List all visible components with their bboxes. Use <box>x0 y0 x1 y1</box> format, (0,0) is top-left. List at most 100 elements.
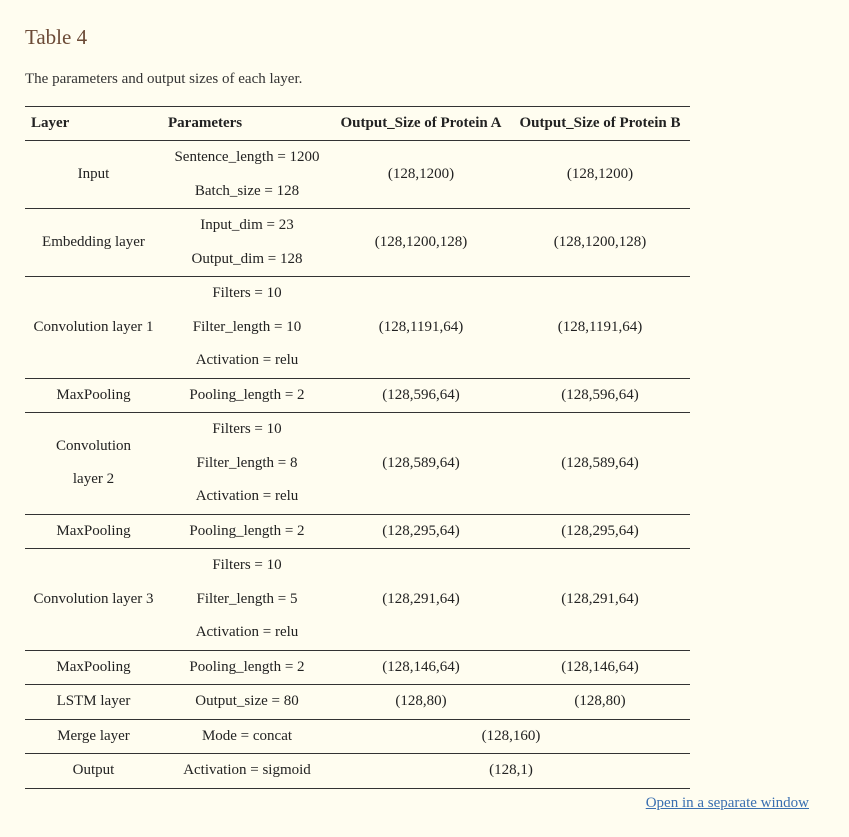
cell-output-b: (128,1200) <box>510 141 690 209</box>
cell-parameters-line: Filter_length = 5 <box>196 590 298 607</box>
table-row: MaxPooling Pooling_length = 2 (128,596,64)… <box>25 378 690 413</box>
cell-output-a: (128,596,64) <box>332 378 510 413</box>
cell-output-merged: (128,160) <box>332 719 690 754</box>
cell-layer-line: Merge layer <box>57 727 130 744</box>
table-row: MaxPooling Pooling_length = 2 (128,146,64)… <box>25 650 690 685</box>
cell-layer-line: LSTM layer <box>56 693 131 709</box>
cell-parameters: Filters = 10 Filter_length = 10 Activation… <box>162 277 332 379</box>
cell-layer-line: Convolution layer 3 <box>33 590 154 607</box>
cell-parameters-line: Mode = concat <box>201 727 293 744</box>
cell-parameters: Filters = 10 Filter_length = 8 Activation … <box>162 413 332 515</box>
table-row: Merge layer Mode = concat (128,160) <box>25 719 690 754</box>
cell-layer: Convolution layer 2 <box>25 413 162 515</box>
cell-output-a: (128,80) <box>332 685 510 720</box>
cell-output-merged-value: (128,1) <box>489 762 533 778</box>
cell-parameters-line: Input_dim = 23 <box>200 217 294 233</box>
cell-output-b-value: (128,291,64) <box>561 590 639 607</box>
cell-output-a: (128,291,64) <box>332 549 510 651</box>
open-in-separate-window-link[interactable]: Open in a separate window <box>645 795 809 811</box>
cell-output-a: (128,589,64) <box>332 413 510 515</box>
cell-parameters-line: Activation = relu <box>195 624 299 640</box>
cell-output-a-value: (128,80) <box>395 693 447 709</box>
cell-layer-line: Embedding layer <box>42 233 145 250</box>
cell-layer: Convolution layer 1 <box>25 277 162 379</box>
cell-output-a-value: (128,1200) <box>387 165 455 182</box>
cell-output-a-value: (128,1191,64) <box>378 318 464 335</box>
cell-output-a: (128,146,64) <box>332 650 510 685</box>
cell-layer: Convolution layer 3 <box>25 549 162 651</box>
cell-output-b: (128,80) <box>510 685 690 720</box>
cell-parameters: Mode = concat <box>162 719 332 754</box>
cell-parameters: Input_dim = 23 Output_dim = 128 <box>162 209 332 277</box>
cell-output-b: (128,596,64) <box>510 378 690 413</box>
table-row: Input Sentence_length = 1200 Batch_size = … <box>25 141 690 209</box>
table-row: Convolution layer 3 Filters = 10 Filter_le… <box>25 549 690 651</box>
header-layer: Layer <box>25 106 162 141</box>
table-row: LSTM layer Output_size = 80 (128,80) (128,8… <box>25 685 690 720</box>
cell-layer-line: MaxPooling <box>56 386 131 403</box>
cell-output-b: (128,589,64) <box>510 413 690 515</box>
cell-parameters: Pooling_length = 2 <box>162 378 332 413</box>
table-header-row: Layer Parameters Output_Size of Protein … <box>25 106 690 141</box>
table-row: Convolution layer 1 Filters = 10 Filter_le… <box>25 277 690 379</box>
cell-parameters-line: Filters = 10 <box>212 285 282 301</box>
table-row: MaxPooling Pooling_length = 2 (128,295,64)… <box>25 514 690 549</box>
cell-parameters: Pooling_length = 2 <box>162 514 332 549</box>
cell-parameters-line: Pooling_length = 2 <box>189 522 305 539</box>
table-row: Convolution layer 2 Filters = 10 Filter_len… <box>25 413 690 515</box>
cell-parameters-line: Activation = relu <box>195 488 299 504</box>
cell-output-b-value: (128,589,64) <box>561 454 639 471</box>
cell-output-b-value: (128,295,64) <box>561 522 639 539</box>
cell-layer-line: MaxPooling <box>56 658 131 675</box>
cell-parameters-line: Filters = 10 <box>212 421 282 437</box>
cell-output-a-value: (128,596,64) <box>382 386 460 403</box>
cell-parameters-line: Filters = 10 <box>212 557 282 573</box>
cell-output-a-value: (128,295,64) <box>382 522 460 539</box>
cell-layer-line: Convolution <box>55 437 131 454</box>
table-row: Embedding layer Input_dim = 23 Output_dim … <box>25 209 690 277</box>
cell-output-a: (128,1191,64) <box>332 277 510 379</box>
cell-layer: MaxPooling <box>25 650 162 685</box>
header-parameters: Parameters <box>162 106 332 141</box>
cell-output-merged: (128,1) <box>332 754 690 789</box>
cell-output-a: (128,1200) <box>332 141 510 209</box>
cell-layer: Embedding layer <box>25 209 162 277</box>
cell-layer-line: Input <box>77 165 110 182</box>
cell-output-b: (128,1191,64) <box>510 277 690 379</box>
cell-output-b-value: (128,1191,64) <box>557 318 643 335</box>
layer-parameters-table: Layer Parameters Output_Size of Protein … <box>25 106 690 789</box>
cell-parameters-line: Output_size = 80 <box>195 693 299 709</box>
cell-output-a: (128,295,64) <box>332 514 510 549</box>
cell-layer-line: MaxPooling <box>56 522 131 539</box>
cell-output-b: (128,295,64) <box>510 514 690 549</box>
cell-parameters-line: Output_dim = 128 <box>191 250 303 267</box>
cell-parameters-line: Sentence_length = 1200 <box>174 149 320 165</box>
cell-output-b-value: (128,596,64) <box>561 386 639 403</box>
cell-output-b: (128,1200,128) <box>510 209 690 277</box>
cell-parameters-line: Pooling_length = 2 <box>189 658 305 675</box>
table-body: Input Sentence_length = 1200 Batch_size = … <box>25 141 690 789</box>
table-caption: The parameters and output sizes of each … <box>25 71 303 87</box>
cell-layer: Input <box>25 141 162 209</box>
table-row: Output Activation = sigmoid (128,1) <box>25 754 690 789</box>
cell-output-b: (128,146,64) <box>510 650 690 685</box>
cell-parameters: Output_size = 80 <box>162 685 332 720</box>
cell-parameters-line: Activation = sigmoid <box>183 762 311 778</box>
cell-parameters: Sentence_length = 1200 Batch_size = 128 <box>162 141 332 209</box>
cell-layer-line: layer 2 <box>72 471 115 488</box>
cell-output-a-value: (128,1200,128) <box>374 233 468 250</box>
cell-output-b-value: (128,146,64) <box>561 658 639 675</box>
cell-parameters: Pooling_length = 2 <box>162 650 332 685</box>
cell-output-a-value: (128,291,64) <box>382 590 460 607</box>
cell-layer: MaxPooling <box>25 378 162 413</box>
cell-output-a: (128,1200,128) <box>332 209 510 277</box>
cell-parameters-line: Pooling_length = 2 <box>189 386 305 403</box>
header-output-size-b: Output_Size of Protein B <box>510 106 690 141</box>
cell-layer: Output <box>25 754 162 789</box>
cell-output-merged-value: (128,160) <box>481 727 541 744</box>
header-output-size-a: Output_Size of Protein A <box>332 106 510 141</box>
cell-parameters-line: Filter_length = 10 <box>192 318 302 335</box>
cell-layer-line: Output <box>72 762 115 778</box>
cell-output-a-value: (128,146,64) <box>382 658 460 675</box>
cell-layer: LSTM layer <box>25 685 162 720</box>
